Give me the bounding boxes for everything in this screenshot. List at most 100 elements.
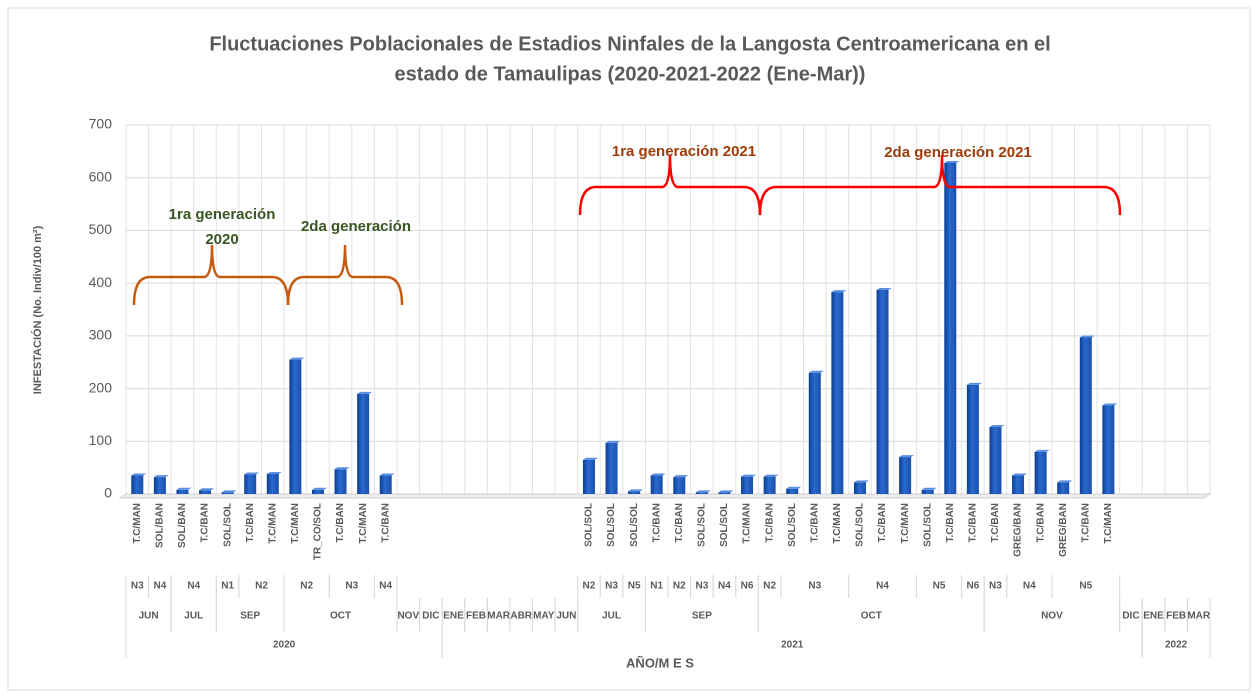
bar-top — [221, 490, 237, 493]
category-group-label: ENE — [1143, 611, 1164, 622]
bar-top — [831, 290, 847, 293]
bar-top — [176, 487, 192, 490]
bar-top — [199, 488, 215, 491]
x-tick-label: GREG/BAN — [1013, 503, 1024, 557]
category-group-label: N6 — [741, 581, 754, 592]
y-tick-label: 300 — [89, 327, 113, 343]
bracket — [758, 154, 1122, 216]
x-tick-label: SOL/SOL — [222, 503, 233, 547]
bar-top — [1057, 480, 1073, 483]
category-group-label: OCT — [861, 611, 882, 622]
category-group-label: N4 — [187, 581, 200, 592]
bar-top — [357, 391, 373, 394]
category-group-label: DIC — [422, 611, 439, 622]
category-group-label: JUN — [139, 611, 159, 622]
x-tick-label: T.C/BAN — [335, 503, 346, 542]
bar-top — [921, 487, 937, 490]
category-group-label: ENE — [443, 611, 464, 622]
bar — [199, 490, 212, 494]
x-tick-label: TR_CO/SOL — [313, 503, 324, 560]
x-tick-label: T.C/MAN — [358, 503, 369, 544]
category-group-label: N3 — [989, 581, 1002, 592]
category-group-label: MAY — [533, 611, 555, 622]
chart-title: estado de Tamaulipas (2020-2021-2022 (En… — [395, 63, 866, 85]
bar-top — [334, 467, 350, 470]
x-tick-label: T.C/BAN — [945, 503, 956, 542]
bar — [1102, 405, 1115, 494]
bar — [718, 492, 731, 494]
category-group-label: MAR — [487, 611, 511, 622]
bar-top — [244, 472, 260, 475]
annotation: 2020 — [205, 231, 238, 248]
bar-top — [650, 473, 666, 476]
bar — [786, 488, 799, 494]
x-tick-label: T.C/MAN — [290, 503, 301, 544]
x-tick-label: T.C/MAN — [1103, 503, 1114, 544]
category-group-label: N3 — [605, 581, 618, 592]
bar-top — [899, 455, 915, 458]
category-group-label: N6 — [966, 581, 979, 592]
category-group-label: N5 — [628, 581, 641, 592]
bracket — [286, 244, 404, 306]
annotation: 1ra generación — [169, 206, 276, 223]
x-tick-label: SOL/SOL — [606, 503, 617, 547]
bar-top — [673, 475, 689, 478]
bar — [899, 457, 912, 494]
bar — [357, 393, 370, 494]
bar — [334, 469, 347, 494]
bar — [244, 474, 257, 494]
x-tick-label: T.C/BAN — [764, 503, 775, 542]
x-tick-label: T.C/BAN — [245, 503, 256, 542]
category-group-label: N5 — [1079, 581, 1092, 592]
bar-top — [741, 474, 757, 477]
bar-top — [763, 474, 779, 477]
bar — [1057, 482, 1070, 494]
bar — [153, 477, 166, 494]
chart-title: Fluctuaciones Poblacionales de Estadios … — [209, 33, 1050, 55]
x-axis-label: AÑO/M E S — [626, 655, 694, 670]
category-group-label: N2 — [300, 581, 313, 592]
bar-top — [989, 425, 1005, 428]
bar-top — [1102, 403, 1118, 406]
category-group-label: N4 — [1023, 581, 1036, 592]
bracket — [578, 154, 762, 216]
x-tick-label: T.C/BAN — [674, 503, 685, 542]
category-group-label: N3 — [695, 581, 708, 592]
category-group-label: N1 — [650, 581, 663, 592]
bar — [989, 427, 1002, 494]
bar — [221, 492, 234, 494]
category-group-label: 2020 — [273, 640, 296, 651]
x-tick-label: SOL/BAN — [155, 503, 166, 548]
bar — [628, 491, 641, 494]
category-group-label: NOV — [1041, 611, 1063, 622]
category-group-label: DIC — [1122, 611, 1139, 622]
bar-top — [628, 489, 644, 492]
bar-top — [1034, 449, 1050, 452]
category-group-label: N2 — [255, 581, 268, 592]
bar — [763, 476, 776, 494]
bar — [605, 442, 618, 494]
bar — [379, 475, 392, 494]
y-tick-label: 100 — [89, 432, 113, 448]
bar-top — [153, 475, 169, 478]
bar-top — [266, 471, 282, 474]
y-tick-label: 200 — [89, 379, 113, 395]
x-tick-label: T.C/BAN — [380, 503, 391, 542]
bar — [876, 289, 889, 494]
floor — [118, 493, 1212, 499]
bar — [582, 459, 595, 494]
bar — [1012, 475, 1025, 494]
x-tick-label: T.C/MAN — [267, 503, 278, 544]
x-tick-label: T.C/BAN — [1080, 503, 1091, 542]
bar — [966, 384, 979, 494]
bar — [921, 489, 934, 494]
category-group-label: 2022 — [1165, 640, 1188, 651]
category-group-label: SEP — [240, 611, 260, 622]
x-tick-label: T.C/MAN — [900, 503, 911, 544]
bar-top — [379, 473, 395, 476]
category-group-label: JUL — [602, 611, 621, 622]
category-group-label: FEB — [1166, 611, 1186, 622]
bar — [176, 489, 189, 494]
bar-top — [808, 370, 824, 373]
